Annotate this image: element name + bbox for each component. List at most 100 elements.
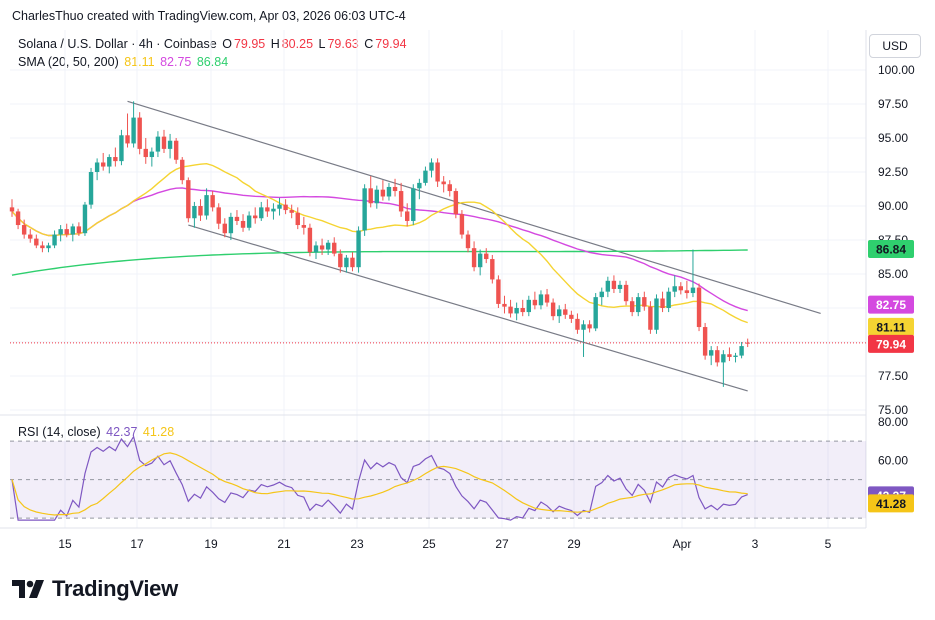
candle-body — [715, 350, 720, 363]
sma50-value: 82.75 — [160, 55, 192, 69]
candle-body — [289, 210, 294, 213]
candle-body — [143, 148, 148, 158]
candle-body — [82, 204, 88, 234]
candle-body — [332, 242, 337, 254]
candle-body — [733, 355, 738, 357]
candle-body — [15, 211, 21, 226]
candle-body — [265, 207, 270, 212]
candle-body — [167, 140, 173, 149]
candle-body — [538, 294, 544, 306]
candle-body — [52, 234, 57, 246]
last-price-tag-bg — [868, 334, 914, 353]
time-tick-label: 19 — [204, 537, 218, 551]
candle-body — [301, 225, 307, 228]
candle-body — [411, 188, 416, 221]
candle-body — [204, 195, 209, 216]
candle-body — [678, 286, 683, 291]
candle-body — [617, 284, 623, 289]
last-price-tag: 79.94 — [876, 337, 906, 351]
candle-body — [666, 291, 671, 308]
low-value: 79.63 — [327, 37, 359, 51]
close-value: 79.94 — [375, 37, 407, 51]
candle-body — [380, 189, 386, 197]
candle-body — [569, 314, 574, 319]
candle-body — [557, 309, 562, 317]
low-label: L — [318, 37, 326, 51]
candle-body — [690, 287, 696, 294]
candle-body — [526, 299, 531, 313]
candle-body — [125, 135, 130, 144]
candle-body — [702, 327, 708, 356]
candle-body — [222, 223, 227, 234]
candle-body — [277, 204, 282, 209]
price-tick-label: 77.50 — [878, 369, 908, 383]
candle-body — [180, 159, 185, 181]
time-tick-label: 5 — [825, 537, 832, 551]
candle-body — [76, 226, 82, 234]
candle-body — [502, 303, 507, 307]
candle-body — [107, 157, 112, 167]
price-tick-label: 90.00 — [878, 199, 908, 213]
high-label: H — [270, 37, 280, 51]
candle-body — [149, 151, 155, 158]
candle-body — [64, 229, 69, 235]
rsi-ma-price-tag: 41.28 — [876, 497, 906, 511]
candle-body — [338, 253, 343, 268]
sma20-line — [11, 162, 748, 324]
candle-body — [192, 206, 197, 219]
time-tick-label: 25 — [422, 537, 436, 551]
time-tick-label: 27 — [495, 537, 509, 551]
candle-body — [727, 354, 732, 357]
candle-body — [508, 306, 513, 314]
sma20-value: 81.11 — [124, 55, 155, 69]
candle-body — [58, 229, 63, 235]
time-tick-label: 21 — [277, 537, 291, 551]
candle-body — [672, 286, 677, 292]
candle-body — [544, 294, 550, 303]
candle-body — [465, 234, 471, 249]
price-tick-label: 97.50 — [878, 97, 908, 111]
price-tick-label: 85.00 — [878, 267, 908, 281]
candle-body — [307, 227, 313, 253]
candle-body — [550, 302, 556, 317]
price-chart[interactable]: 75.0077.5080.0082.5085.0087.5090.0092.50… — [0, 0, 935, 560]
channel-upper-line — [127, 100, 821, 315]
candle-body — [599, 291, 604, 298]
close-label: C — [364, 37, 374, 51]
candle-body — [721, 354, 726, 363]
candle-body — [636, 297, 641, 313]
candle-body — [374, 189, 379, 204]
currency-button[interactable]: USD — [869, 34, 921, 58]
candle-body — [88, 172, 94, 205]
rsi-ma-value: 41.28 — [142, 425, 175, 439]
candle-body — [575, 318, 580, 330]
symbol-legend[interactable]: Solana / U.S. Dollar · 4h · Coinbase O 79… — [18, 37, 409, 51]
time-tick-label: Apr — [673, 537, 692, 551]
sma200-line — [11, 249, 748, 276]
sma-label: SMA (20, 50, 200) — [18, 55, 119, 69]
candle-body — [198, 206, 203, 216]
candle-body — [137, 117, 142, 149]
open-label: O — [222, 37, 232, 51]
candle-body — [453, 191, 459, 215]
candle-body — [21, 225, 27, 235]
tradingview-logo-icon — [12, 580, 44, 598]
tradingview-logo[interactable]: TradingView — [12, 576, 178, 602]
sma20-price-tag-bg — [868, 317, 914, 336]
candle-body — [186, 180, 191, 219]
open-value: 79.95 — [233, 37, 266, 51]
rsi-legend[interactable]: RSI (14, close) 42.37 41.28 — [18, 425, 176, 439]
time-tick-label: 29 — [567, 537, 581, 551]
candle-body — [344, 257, 349, 268]
candle-body — [155, 136, 161, 152]
candle-body — [46, 245, 51, 249]
rsi-value: 42.37 — [106, 425, 138, 439]
sma-legend[interactable]: SMA (20, 50, 200) 81.11 82.75 86.84 — [18, 55, 230, 69]
candle-body — [113, 157, 118, 162]
candle-body — [228, 216, 234, 234]
candle-body — [441, 181, 446, 185]
candle-body — [745, 342, 750, 344]
candle-body — [356, 230, 361, 268]
rsi-ma-line — [11, 452, 748, 516]
candle-body — [477, 253, 483, 268]
